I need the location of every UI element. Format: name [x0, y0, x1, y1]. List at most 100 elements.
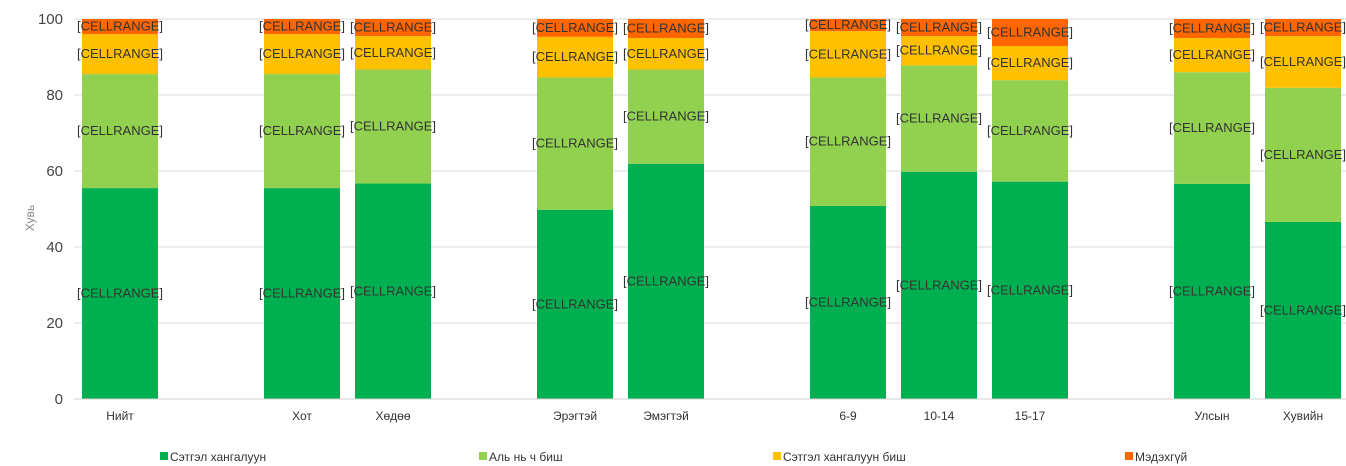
bar-segment	[537, 36, 613, 78]
data-label: [CELLRANGE]	[259, 19, 345, 34]
data-label: [CELLRANGE]	[259, 46, 345, 61]
x-axis-categories: Нийт Хот Хөдөө Эрэгтэй Эмэгтэй 6-9 10-14 15-17 У…	[106, 409, 1323, 423]
data-label: [CELLRANGE]	[896, 111, 982, 126]
bar-segment	[901, 65, 977, 172]
bar-segment	[537, 19, 613, 37]
bar-segment	[264, 74, 340, 189]
data-label: [CELLRANGE]	[532, 20, 618, 35]
bar-segment	[628, 19, 704, 38]
data-label: [CELLRANGE]	[1169, 283, 1255, 298]
data-label: [CELLRANGE]	[532, 49, 618, 64]
data-label: [CELLRANGE]	[987, 282, 1073, 297]
bar-segment	[810, 19, 886, 32]
legend-label: Аль нь ч биш	[489, 450, 563, 464]
bar-segment	[1174, 19, 1250, 38]
data-label: [CELLRANGE]	[259, 286, 345, 301]
bar-segment	[1174, 38, 1250, 73]
x-tick-label: Хувийн	[1283, 409, 1323, 423]
data-label: [CELLRANGE]	[1169, 120, 1255, 135]
legend-label: Сэтгэл хангалуун биш	[783, 450, 906, 464]
bar-segment	[992, 19, 1068, 46]
data-label: [CELLRANGE]	[1169, 21, 1255, 36]
data-label: [CELLRANGE]	[77, 19, 163, 34]
data-label: [CELLRANGE]	[987, 55, 1073, 70]
data-label: [CELLRANGE]	[987, 24, 1073, 39]
data-label: [CELLRANGE]	[532, 296, 618, 311]
x-tick-label: Эмэгтэй	[643, 409, 689, 423]
data-labels: [CELLRANGE] [CELLRANGE] [CELLRANGE] [CELLRA…	[77, 17, 1346, 317]
bar-segment	[82, 74, 158, 189]
legend-swatch	[773, 452, 781, 460]
x-tick-label: Эрэгтэй	[553, 409, 597, 423]
bar-segment	[264, 19, 340, 35]
x-tick-label: Хот	[292, 409, 312, 423]
bar-segment	[1265, 36, 1341, 88]
bar-segment	[264, 188, 340, 399]
data-label: [CELLRANGE]	[1169, 47, 1255, 62]
bar-segment	[628, 69, 704, 164]
bar-segment	[901, 36, 977, 66]
data-label: [CELLRANGE]	[1260, 54, 1346, 69]
data-label: [CELLRANGE]	[896, 20, 982, 35]
x-tick-label: 10-14	[924, 409, 955, 423]
bar-segment	[537, 209, 613, 399]
bar-segment	[992, 80, 1068, 182]
data-label: [CELLRANGE]	[805, 134, 891, 149]
x-tick-label: 15-17	[1015, 409, 1046, 423]
data-label: [CELLRANGE]	[350, 283, 436, 298]
data-label: [CELLRANGE]	[805, 46, 891, 61]
legend-label: Сэтгэл хангалуун	[170, 450, 266, 464]
bar-segment	[901, 171, 977, 399]
bar-segment	[810, 205, 886, 399]
y-tick-label: 100	[38, 11, 63, 28]
bar-segment	[537, 77, 613, 210]
bar-segment	[82, 19, 158, 35]
data-label: [CELLRANGE]	[77, 286, 163, 301]
bar-segment	[1174, 72, 1250, 184]
y-axis-label: Хувь	[23, 205, 37, 231]
bar-segment	[992, 45, 1068, 81]
data-label: [CELLRANGE]	[623, 21, 709, 36]
x-tick-label: Хөдөө	[375, 409, 410, 423]
legend-label: Мэдэхгүй	[1135, 450, 1187, 464]
bar-segment	[810, 77, 886, 206]
data-label: [CELLRANGE]	[259, 123, 345, 138]
legend-swatch	[479, 452, 487, 460]
bar-segment	[82, 188, 158, 399]
legend: Сэтгэл хангалуун Аль нь ч биш Сэтгэл ханга…	[160, 450, 1187, 464]
bar-segment	[82, 34, 158, 75]
data-label: [CELLRANGE]	[805, 294, 891, 309]
y-axis-ticks: 0 20 40 60 80 100	[38, 11, 63, 408]
bar-segment	[810, 31, 886, 78]
y-tick-label: 60	[46, 163, 63, 180]
bar-segment	[1265, 19, 1341, 37]
y-tick-label: 80	[46, 87, 63, 104]
bar-segment	[1174, 183, 1250, 399]
legend-swatch	[1125, 452, 1133, 460]
data-label: [CELLRANGE]	[77, 123, 163, 138]
data-label: [CELLRANGE]	[1260, 302, 1346, 317]
bar-segment	[1265, 87, 1341, 222]
y-tick-label: 40	[46, 239, 63, 256]
data-label: [CELLRANGE]	[1260, 147, 1346, 162]
y-tick-label: 20	[46, 315, 63, 332]
data-label: [CELLRANGE]	[1260, 20, 1346, 35]
data-label: [CELLRANGE]	[896, 43, 982, 58]
data-label: [CELLRANGE]	[532, 136, 618, 151]
data-label: [CELLRANGE]	[77, 46, 163, 61]
data-label: [CELLRANGE]	[896, 277, 982, 292]
bar-segment	[355, 183, 431, 399]
bars	[82, 19, 1341, 399]
x-tick-label: 6-9	[839, 409, 857, 423]
bar-segment	[355, 69, 431, 184]
bar-segment	[628, 38, 704, 70]
bar-segment	[355, 19, 431, 37]
data-label: [CELLRANGE]	[987, 123, 1073, 138]
legend-swatch	[160, 452, 168, 460]
bar-segment	[992, 181, 1068, 399]
bar-segment	[901, 19, 977, 37]
bar-segment	[628, 163, 704, 399]
data-label: [CELLRANGE]	[623, 273, 709, 288]
data-label: [CELLRANGE]	[350, 20, 436, 35]
